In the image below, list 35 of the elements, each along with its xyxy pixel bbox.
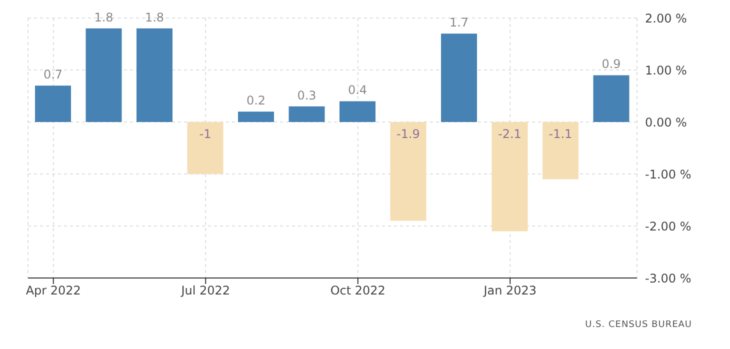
y-tick-label: 1.00 % xyxy=(645,63,687,78)
data-label: 1.8 xyxy=(94,10,114,24)
bar xyxy=(86,28,122,122)
x-tick-label: Jul 2022 xyxy=(180,284,230,298)
bar xyxy=(390,122,426,221)
x-tick-label: Jan 2023 xyxy=(482,284,537,298)
y-tick-label: -2.00 % xyxy=(645,219,692,234)
text: U.S. CENSUS BUREAU xyxy=(585,320,692,330)
data-label: 0.3 xyxy=(297,88,316,102)
y-tick-label: -1.00 % xyxy=(645,167,692,182)
bar xyxy=(441,34,477,122)
y-tick-label: 2.00 % xyxy=(645,11,687,26)
bar xyxy=(542,122,578,180)
bar xyxy=(35,86,71,122)
data-label: 0.9 xyxy=(602,57,621,72)
data-label: -1.9 xyxy=(396,127,420,141)
y-tick-label: -3.00 % xyxy=(645,271,692,286)
bar xyxy=(136,28,172,122)
data-label: -1.1 xyxy=(548,127,572,141)
bar xyxy=(492,122,528,232)
bar xyxy=(187,122,224,174)
data-label: -2.1 xyxy=(498,127,522,141)
data-label: 0.7 xyxy=(43,68,63,82)
data-label: 0.2 xyxy=(246,94,266,108)
y-tick-label: 0.00 % xyxy=(645,115,687,130)
x-tick-label: Apr 2022 xyxy=(26,284,81,298)
bar xyxy=(238,112,274,122)
bar xyxy=(288,106,325,122)
x-tick-label: Oct 2022 xyxy=(330,284,386,298)
data-label: 0.4 xyxy=(348,83,368,98)
data-label: 1.8 xyxy=(144,10,164,24)
bar xyxy=(593,75,630,122)
bar xyxy=(340,101,376,122)
data-label: -1 xyxy=(199,127,212,141)
data-label: 1.7 xyxy=(449,16,469,30)
